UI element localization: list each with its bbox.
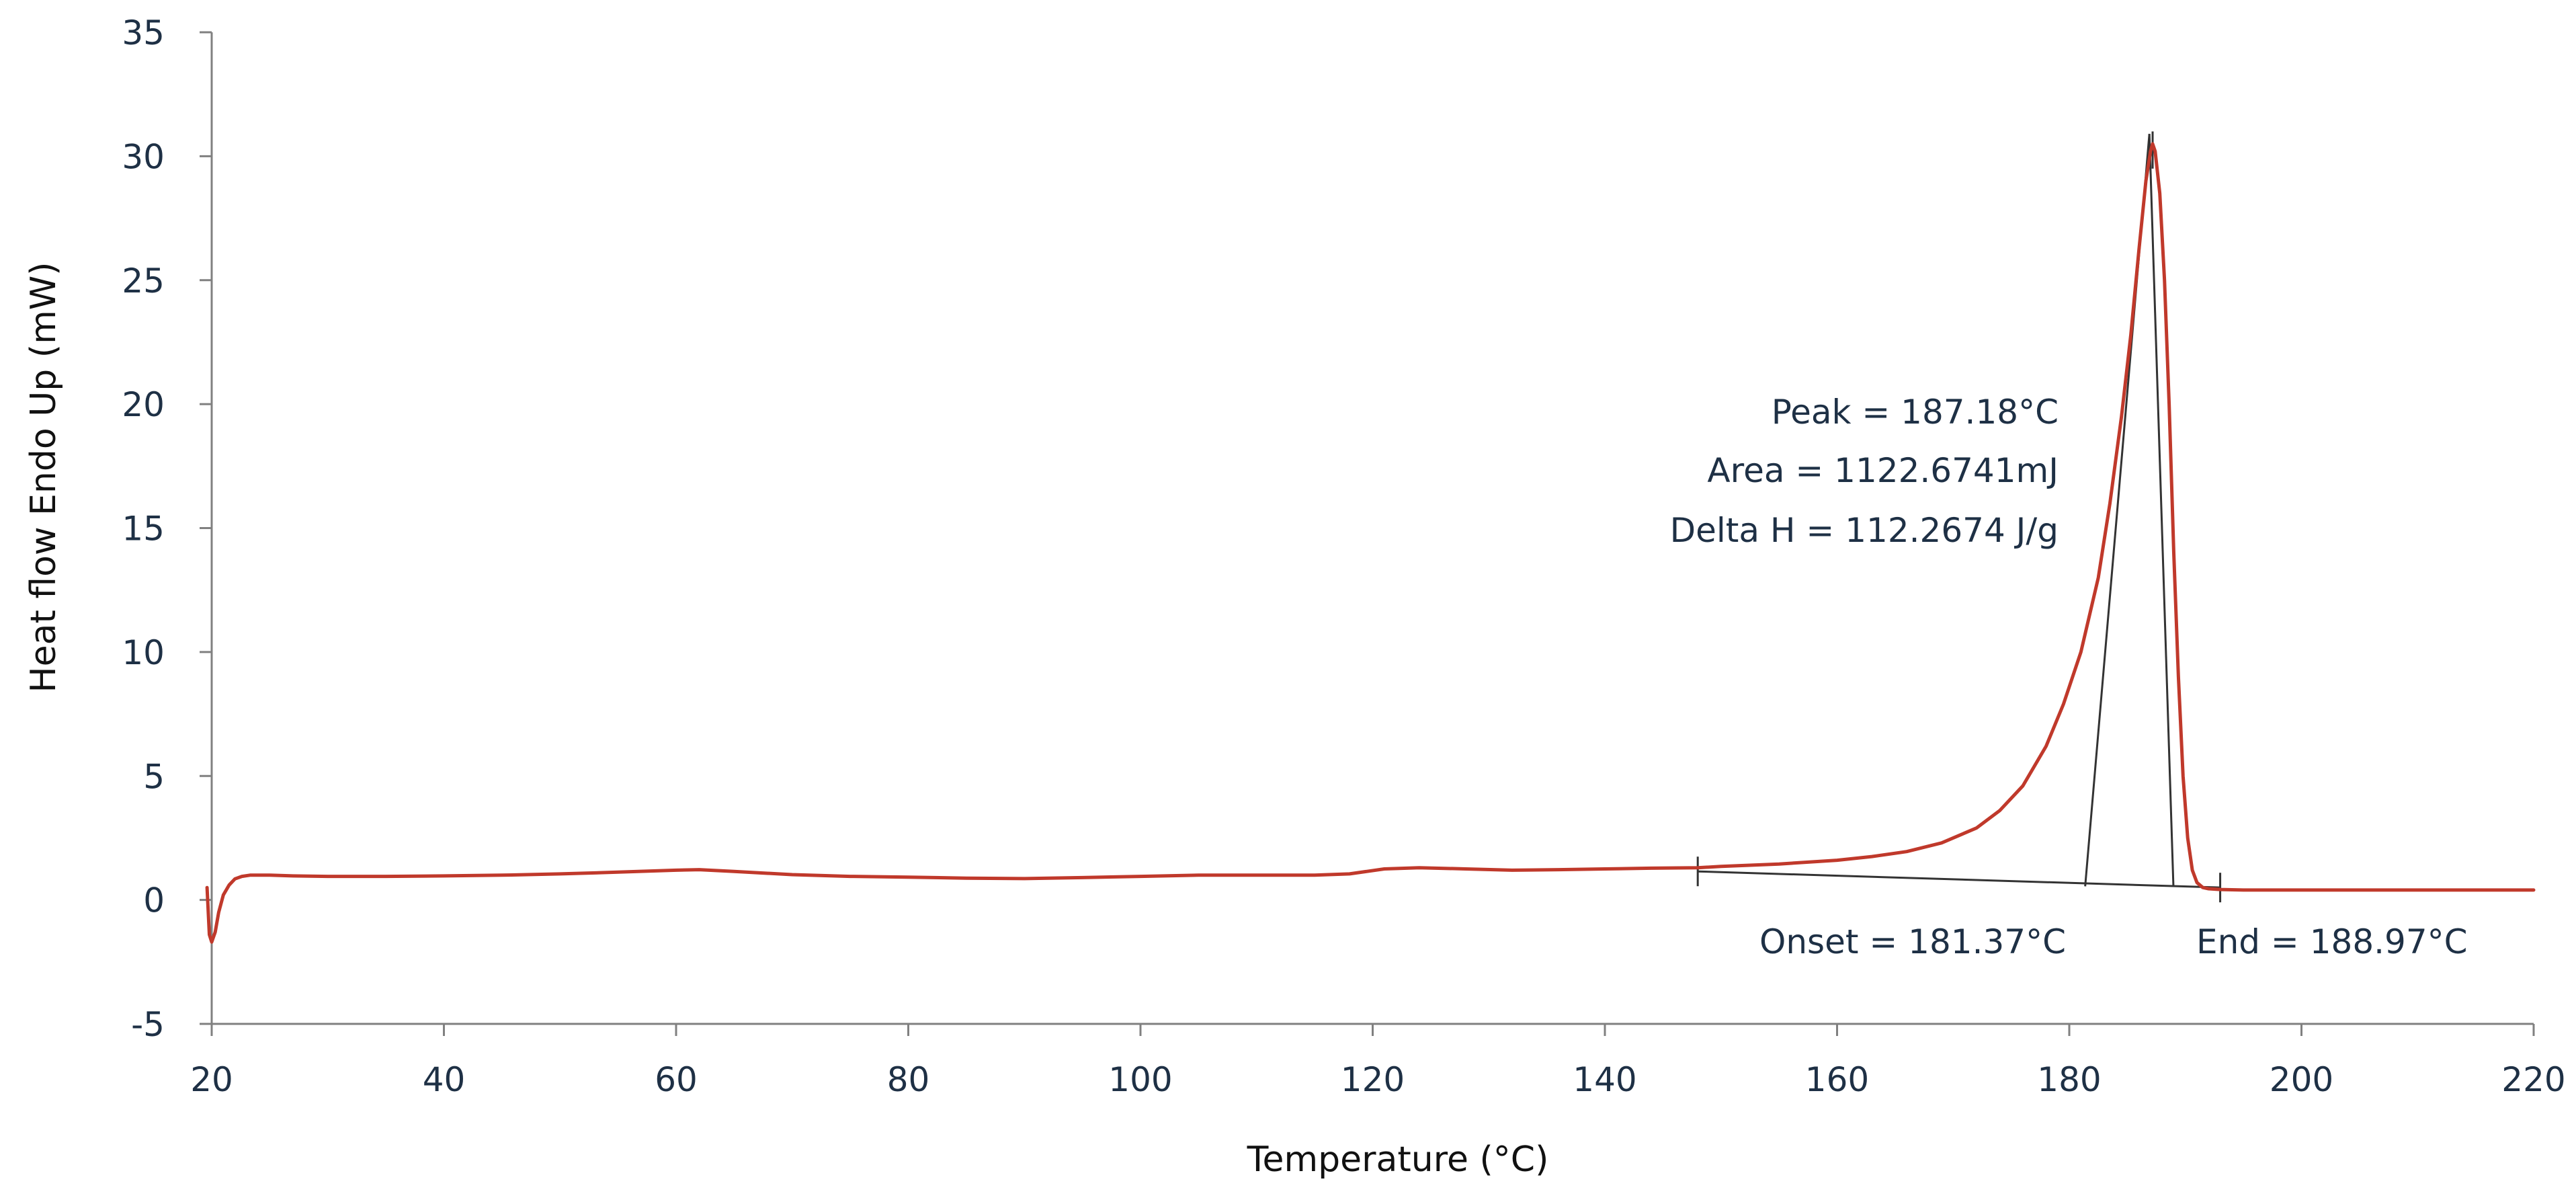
annotation-end: End = 188.97°C [2196,922,2468,961]
axes [200,31,2535,1036]
y-tick-label-15: 15 [122,510,165,549]
y-tick-label--5: -5 [131,1005,165,1044]
x-tick-label-100: 100 [1108,1060,1172,1099]
x-tick-label-220: 220 [2501,1060,2565,1099]
y-tick-label-5: 5 [143,757,165,796]
x-tick-label-120: 120 [1341,1060,1405,1099]
tick-labels: -5 0 5 10 15 20 25 30 35 20 40 60 80 100 120 140 160 180 2… [122,13,2565,1099]
construction-line-2 [2148,134,2175,887]
y-tick-label-30: 30 [122,137,165,176]
annotation-peak: Peak = 187.18°C [1772,393,2059,432]
x-tick-label-60: 60 [655,1060,698,1099]
x-tick-label-80: 80 [887,1060,930,1099]
heat-flow-curve [205,142,2536,944]
annotation-delta-h: Delta H = 112.2674 J/g [1670,511,2059,550]
annotation-onset: Onset = 181.37°C [1759,922,2066,961]
x-tick-label-140: 140 [1573,1060,1636,1099]
x-tick-label-20: 20 [190,1060,233,1099]
x-axis-title: Temperature (°C) [1247,1140,1549,1180]
plot-lines [205,131,2536,944]
y-tick-label-10: 10 [122,633,165,672]
x-tick-label-200: 200 [2270,1060,2333,1099]
x-tick-label-40: 40 [423,1060,466,1099]
y-tick-label-35: 35 [122,13,165,52]
baseline-line [1698,870,2220,889]
y-tick-label-20: 20 [122,385,165,424]
x-tick-label-180: 180 [2037,1060,2101,1099]
y-tick-label-0: 0 [143,881,165,920]
y-axis-title: Heat flow Endo Up (mW) [24,262,64,693]
y-tick-label-25: 25 [122,262,165,301]
annotation-area: Area = 1122.6741mJ [1707,451,2059,490]
x-tick-label-160: 160 [1805,1060,1869,1099]
